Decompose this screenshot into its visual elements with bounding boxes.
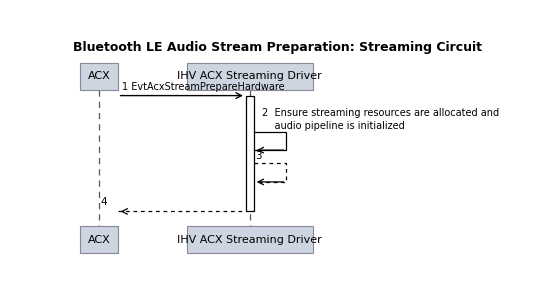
Text: 1 EvtAcxStreamPrepareHardware: 1 EvtAcxStreamPrepareHardware bbox=[122, 82, 285, 92]
Bar bbox=[80, 63, 118, 90]
Text: IHV ACX Streaming Driver: IHV ACX Streaming Driver bbox=[177, 71, 322, 81]
Text: ACX: ACX bbox=[87, 235, 110, 245]
Text: Bluetooth LE Audio Stream Preparation: Streaming Circuit: Bluetooth LE Audio Stream Preparation: S… bbox=[73, 41, 482, 54]
Bar bbox=[80, 226, 118, 253]
Text: 2  Ensure streaming resources are allocated and
    audio pipeline is initialize: 2 Ensure streaming resources are allocat… bbox=[262, 108, 499, 131]
Text: 4: 4 bbox=[100, 197, 107, 207]
Text: IHV ACX Streaming Driver: IHV ACX Streaming Driver bbox=[177, 235, 322, 245]
Text: 3: 3 bbox=[255, 151, 262, 161]
Text: ACX: ACX bbox=[87, 71, 110, 81]
Bar bbox=[246, 96, 254, 212]
Bar bbox=[186, 63, 313, 90]
Bar bbox=[186, 226, 313, 253]
